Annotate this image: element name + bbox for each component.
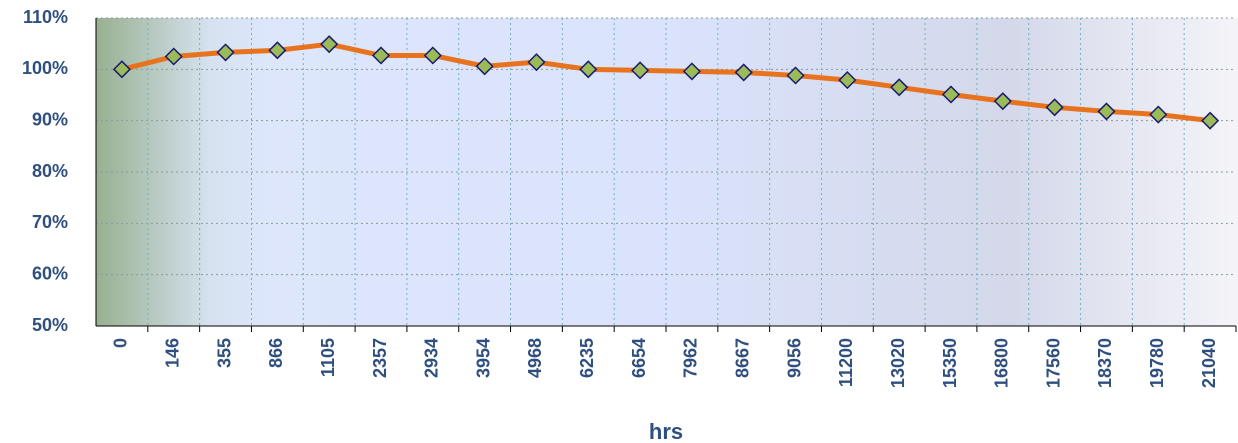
- x-tick-label: 7962: [681, 338, 701, 378]
- marker: [268, 41, 287, 60]
- marker: [838, 71, 857, 90]
- x-tick-label: 21040: [1199, 338, 1219, 388]
- x-tick-label: 19780: [1147, 338, 1167, 388]
- x-tick-label: 1105: [318, 338, 338, 377]
- marker: [164, 47, 183, 66]
- marker: [941, 85, 961, 104]
- line: [121, 41, 1211, 124]
- marker: [1097, 102, 1116, 121]
- marker: [734, 63, 753, 82]
- x-tick-label: 15350: [940, 338, 960, 388]
- marker: [993, 92, 1012, 111]
- marker: [216, 43, 235, 62]
- x-tick-label: 18370: [1095, 338, 1115, 388]
- x-tick-label: 866: [266, 338, 286, 368]
- marker: [112, 60, 131, 79]
- x-tick-label: 3954: [473, 338, 493, 378]
- marker: [1149, 105, 1168, 124]
- y-tick-label: 110%: [23, 7, 68, 27]
- x-tick-label: 2934: [422, 338, 442, 378]
- y-tick-label: 100%: [22, 58, 68, 78]
- x-tick-label: 13020: [888, 338, 908, 388]
- x-tick-label: 6235: [577, 338, 597, 378]
- x-tick-label: 146: [162, 338, 182, 368]
- x-tick-label: 9056: [784, 338, 804, 378]
- marker: [527, 53, 546, 72]
- marker: [423, 46, 442, 65]
- y-tick-label: 50%: [32, 315, 68, 335]
- y-tick-label: 90%: [32, 109, 68, 129]
- x-tick-label: 4968: [525, 338, 545, 378]
- x-tick-label: 355: [214, 338, 234, 368]
- marker: [371, 46, 391, 65]
- marker: [682, 62, 701, 81]
- x-tick-label: 11200: [836, 338, 856, 387]
- marker: [320, 35, 339, 54]
- y-tick-label: 60%: [32, 263, 68, 283]
- y-tick-label: 80%: [32, 161, 68, 181]
- x-tick-label: 17560: [1043, 338, 1063, 388]
- x-tick-label: 16800: [992, 338, 1012, 388]
- x-tick-label: 2357: [370, 338, 390, 378]
- x-axis-label: hrs: [649, 419, 683, 443]
- marker: [631, 61, 650, 80]
- x-tick-label: 6654: [629, 338, 649, 378]
- x-tick-label: 8667: [732, 338, 752, 378]
- marker: [1201, 111, 1220, 130]
- marker: [786, 66, 805, 85]
- marker: [1045, 98, 1064, 117]
- marker: [579, 60, 598, 79]
- y-tick-label: 70%: [32, 212, 68, 232]
- x-tick-label: 0: [111, 338, 131, 348]
- marker: [475, 57, 494, 76]
- marker: [890, 78, 909, 97]
